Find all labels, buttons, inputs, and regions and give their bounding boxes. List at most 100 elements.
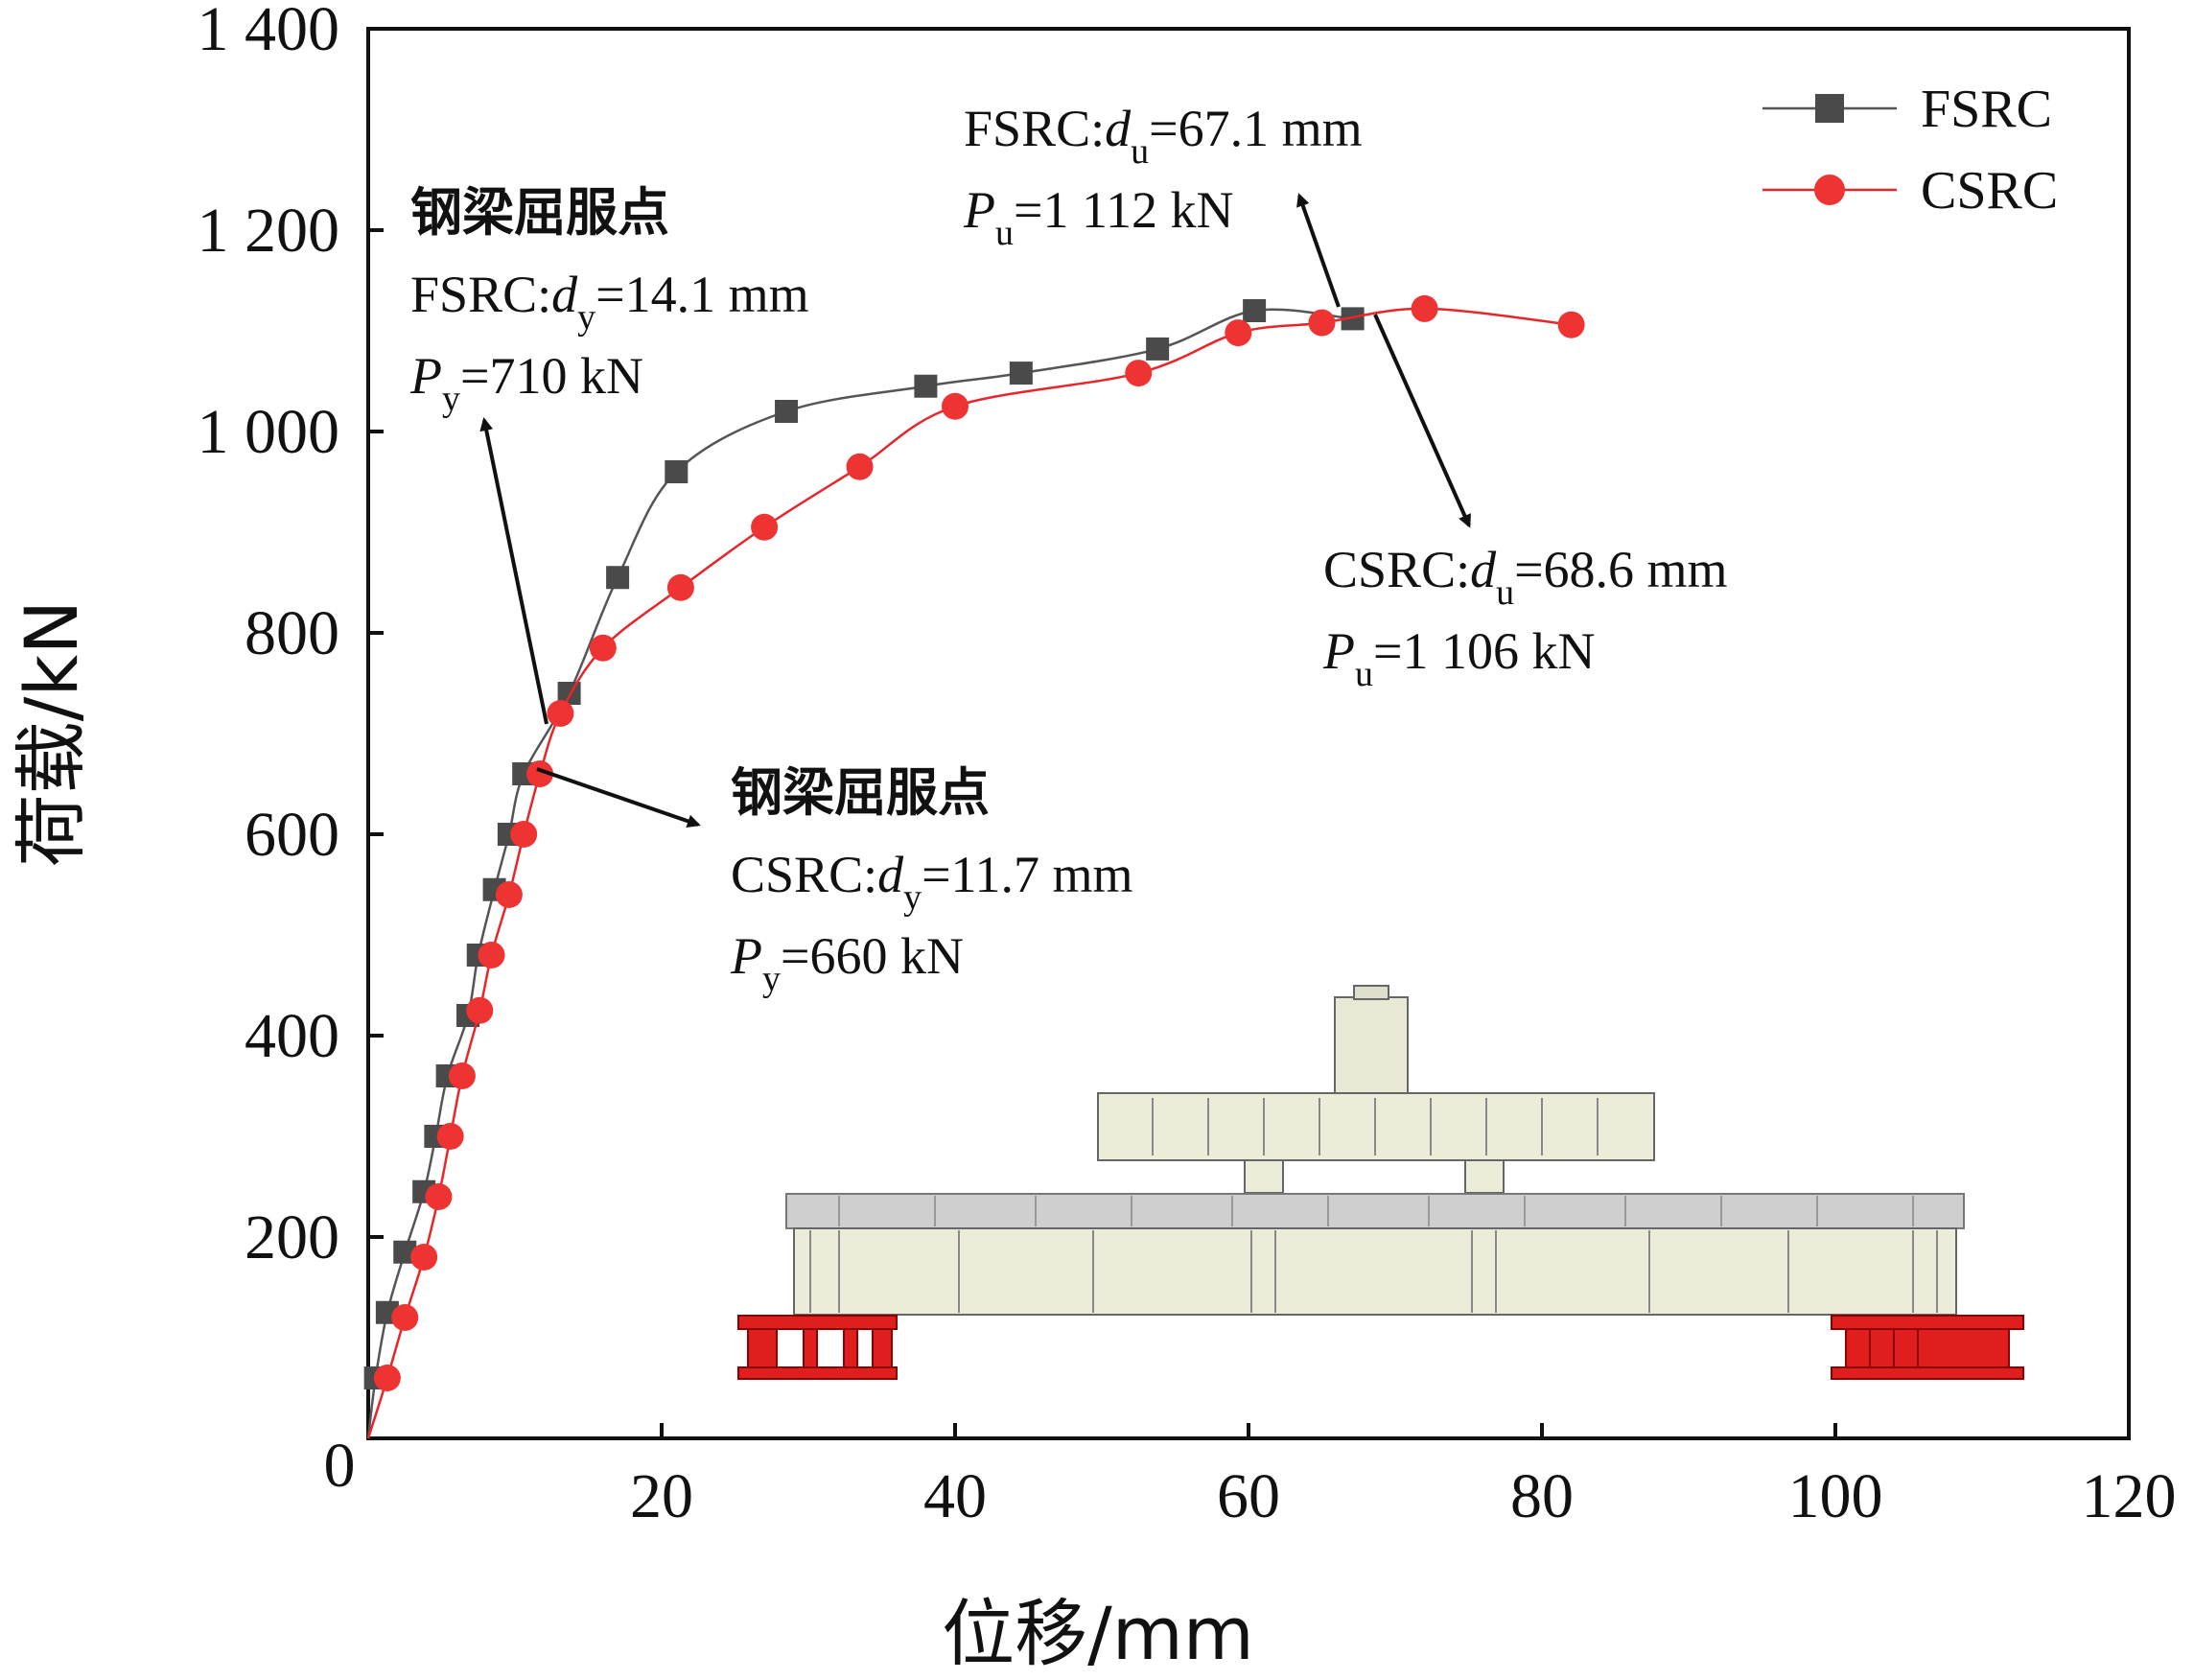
annotation-csrc-yield-p-sub: y — [762, 959, 781, 999]
annotation-csrc-yield-p: Py=660 kN — [730, 927, 964, 999]
y-tick-label: 1 400 — [198, 0, 340, 64]
annotation-fsrc-ultimate-p-value: =1 112 kN — [1014, 181, 1233, 239]
annotation-csrc-ultimate-d-sub: u — [1496, 572, 1514, 613]
point-csrc — [448, 1062, 476, 1089]
series-layer — [363, 294, 1585, 1439]
x-tick-label: 120 — [2082, 1461, 2177, 1531]
x-axis-title: 位移/mm — [942, 1591, 1254, 1676]
y-axis-title: 荷载/kN — [9, 600, 94, 867]
annotation-csrc-ultimate-p: Pu=1 106 kN — [1322, 622, 1595, 694]
annotation-fsrc-yield-d-sub: y — [577, 297, 595, 338]
annotation-fsrc-yield-d-value: =14.1 mm — [595, 266, 808, 323]
legend: FSRC CSRC — [1762, 80, 2058, 221]
annotation-fsrc-yield-p: Py=710 kN — [409, 347, 643, 419]
point-fsrc — [665, 460, 689, 483]
point-csrc — [526, 760, 554, 787]
annotation-fsrc-ultimate: FSRC:du=67.1 mm Pu=1 112 kN — [963, 100, 1363, 253]
point-csrc — [1557, 311, 1585, 338]
annotation-fsrc-ultimate-d-sym: d — [1105, 100, 1132, 157]
annotation-fsrc-ultimate-d: FSRC:du=67.1 mm — [964, 100, 1363, 172]
point-fsrc — [775, 400, 799, 423]
arrow-fsrc-ultimate — [1296, 193, 1341, 308]
annotation-csrc-yield-prefix: CSRC: — [731, 846, 877, 903]
annotation-fsrc-yield-p-sub: y — [442, 379, 460, 419]
point-csrc — [478, 942, 505, 968]
legend-label-fsrc: FSRC — [1921, 80, 2052, 139]
annotation-csrc-ultimate-d: CSRC:du=68.6 mm — [1323, 541, 1728, 613]
point-csrc — [425, 1183, 453, 1210]
point-fsrc — [606, 566, 630, 590]
annotation-fsrc-ultimate-p: Pu=1 112 kN — [963, 181, 1233, 253]
point-fsrc — [1243, 299, 1267, 322]
point-csrc — [751, 513, 779, 541]
x-axis-ticks: 0 20 40 60 80 100 120 — [324, 1423, 2177, 1531]
point-csrc — [495, 881, 523, 908]
annotation-csrc-ultimate-d-sym: d — [1470, 541, 1497, 598]
legend-marker-fsrc — [1815, 94, 1844, 123]
point-csrc — [666, 573, 694, 601]
point-csrc — [547, 700, 574, 727]
legend-label-csrc: CSRC — [1921, 161, 2058, 221]
annotation-fsrc-yield-p-sym: P — [409, 347, 442, 405]
point-csrc — [1225, 319, 1252, 347]
point-csrc — [1308, 309, 1336, 337]
point-csrc — [510, 821, 538, 848]
annotation-csrc-yield-p-value: =660 kN — [781, 927, 964, 985]
point-csrc — [942, 392, 969, 420]
annotation-fsrc-yield-d: FSRC:dy=14.1 mm — [410, 266, 809, 338]
x-tick-label: 60 — [1217, 1461, 1280, 1531]
annotation-csrc-ultimate-p-sub: u — [1355, 654, 1373, 694]
y-tick-label: 600 — [245, 800, 339, 870]
annotation-csrc-ultimate: CSRC:du=68.6 mm Pu=1 106 kN — [1322, 541, 1728, 694]
x-tick-label: 100 — [1788, 1461, 1883, 1531]
y-tick-label: 1 000 — [198, 397, 340, 467]
annotation-csrc-yield-d-sub: y — [903, 877, 922, 918]
point-csrc — [466, 996, 494, 1024]
annotation-fsrc-ultimate-d-value: =67.1 mm — [1149, 100, 1362, 157]
x-tick-label: 20 — [630, 1461, 693, 1531]
y-tick-label: 800 — [245, 598, 339, 668]
y-tick-label: 200 — [245, 1202, 339, 1272]
arrow-csrc-yield — [536, 767, 701, 828]
y-tick-label: 400 — [245, 1001, 339, 1071]
y-tick-label: 1 200 — [198, 196, 340, 266]
x-tick-label: 80 — [1510, 1461, 1574, 1531]
point-fsrc — [1146, 337, 1170, 361]
annotation-fsrc-ultimate-p-sym: P — [963, 181, 995, 239]
annotation-csrc-ultimate-prefix: CSRC: — [1323, 541, 1470, 598]
y-axis-ticks: 200 400 600 800 1 000 1 200 1 400 — [198, 0, 384, 1272]
point-csrc — [391, 1304, 419, 1331]
annotation-arrows — [479, 193, 1471, 828]
annotation-fsrc-ultimate-p-sub: u — [995, 213, 1014, 253]
annotation-csrc-yield-d: CSRC:dy=11.7 mm — [731, 846, 1133, 918]
annotation-fsrc-ultimate-prefix: FSRC: — [964, 100, 1105, 157]
legend-marker-csrc — [1814, 175, 1845, 205]
point-csrc — [373, 1365, 401, 1391]
annotation-fsrc-yield-prefix: FSRC: — [410, 266, 551, 323]
annotation-fsrc-yield: 钢梁屈服点 FSRC:dy=14.1 mm Py=710 kN — [409, 182, 809, 419]
point-csrc — [1125, 360, 1153, 387]
annotation-csrc-ultimate-p-sym: P — [1322, 622, 1355, 680]
annotation-csrc-ultimate-p-value: =1 106 kN — [1373, 622, 1595, 680]
x-tick-label: 40 — [923, 1461, 987, 1531]
annotation-csrc-yield-title: 钢梁屈服点 — [731, 762, 990, 823]
annotation-csrc-ultimate-d-value: =68.6 mm — [1514, 541, 1727, 598]
annotation-csrc-yield-d-sym: d — [877, 846, 904, 903]
arrow-fsrc-yield — [479, 417, 548, 725]
point-csrc — [589, 634, 617, 662]
annotation-fsrc-yield-p-value: =710 kN — [460, 347, 643, 405]
annotation-fsrc-yield-title: 钢梁屈服点 — [410, 182, 669, 243]
annotation-csrc-yield: 钢梁屈服点 CSRC:dy=11.7 mm Py=660 kN — [730, 762, 1133, 999]
point-csrc — [436, 1123, 464, 1150]
point-fsrc — [1009, 362, 1033, 385]
annotation-fsrc-ultimate-d-sub: u — [1131, 131, 1149, 172]
annotation-csrc-yield-p-sym: P — [730, 927, 762, 985]
x-tick-label: 0 — [324, 1431, 356, 1501]
annotation-csrc-yield-d-value: =11.7 mm — [922, 846, 1132, 903]
specimen-illustration — [737, 985, 2024, 1380]
point-csrc — [1411, 294, 1438, 322]
annotation-fsrc-yield-d-sym: d — [551, 266, 578, 323]
arrow-csrc-ultimate — [1373, 314, 1471, 528]
point-csrc — [846, 453, 874, 480]
